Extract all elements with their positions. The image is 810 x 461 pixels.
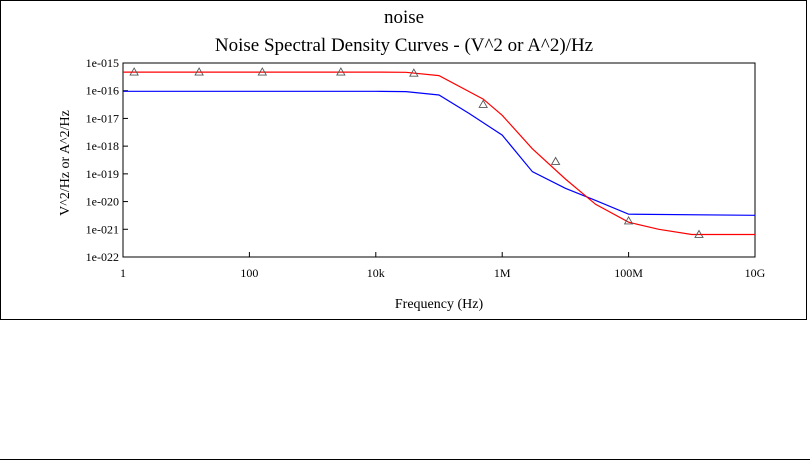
triangle-marker — [194, 67, 204, 76]
noise-chart: noise Noise Spectral Density Curves - (V… — [58, 7, 766, 312]
y-tick-label: 1e-022 — [86, 250, 119, 264]
triangle-marker — [257, 67, 268, 76]
y-tick-label: 1e-019 — [86, 167, 119, 181]
x-tick-label: 10k — [367, 266, 385, 280]
y-tick-label: 1e-015 — [86, 56, 119, 70]
x-tick-label: 100 — [240, 266, 258, 280]
triangle-marker — [129, 67, 139, 76]
x-axis-label: Frequency (Hz) — [395, 297, 484, 312]
y-tick-label: 1e-017 — [86, 111, 119, 125]
chart-subtitle: Noise Spectral Density Curves - (V^2 or … — [215, 35, 593, 56]
red-series-line — [123, 71, 755, 236]
triangle-marker — [336, 67, 346, 76]
plot-area — [122, 62, 756, 258]
x-axis-ticks: 1 100 10k 1M 100M 10G — [120, 252, 766, 280]
triangle-marker — [623, 216, 634, 225]
y-tick-label: 1e-020 — [86, 195, 119, 209]
triangle-marker — [478, 99, 488, 108]
y-tick-label: 1e-018 — [86, 139, 119, 153]
series-layer — [123, 67, 756, 238]
triangle-marker — [550, 156, 561, 165]
bottom-rule — [0, 459, 810, 460]
y-tick-label: 1e-016 — [86, 84, 119, 98]
y-tick-label: 1e-021 — [86, 222, 119, 236]
chart-frame: noise Noise Spectral Density Curves - (V… — [0, 0, 807, 320]
chart-title: noise — [384, 7, 424, 28]
y-axis-label: V^2/Hz or A^2/Hz — [58, 110, 73, 216]
x-tick-label: 100M — [614, 266, 643, 280]
triangle-marker — [694, 229, 704, 238]
plot-border — [122, 62, 756, 258]
x-tick-label: 1 — [120, 266, 126, 280]
blue-series-line — [123, 90, 756, 216]
triangle-marker — [409, 68, 419, 77]
x-tick-label: 10G — [745, 266, 766, 280]
x-tick-label: 1M — [494, 266, 511, 280]
y-axis-ticks: 1e-015 1e-016 1e-017 1e-018 1e-019 1e-020 1e-0… — [86, 56, 128, 264]
